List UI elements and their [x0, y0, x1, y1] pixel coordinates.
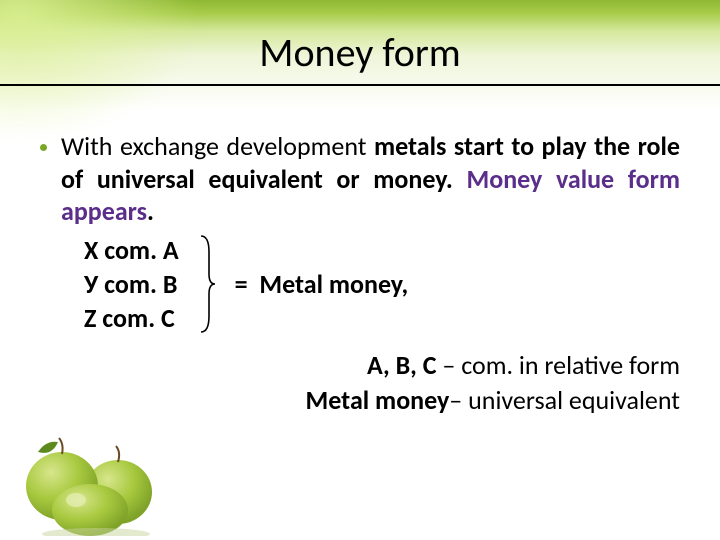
footer-rest: – com. in relative form	[437, 349, 680, 381]
equation-right-text: Metal money,	[259, 268, 408, 300]
equation-left-column: Х com. А У com. В Z com. С	[84, 234, 179, 334]
bullet-icon	[40, 144, 47, 151]
slide: Money form With exchange development met…	[0, 0, 720, 540]
equation-row: У com. В	[84, 268, 179, 300]
equals-sign: =	[235, 268, 248, 300]
text-period: .	[147, 195, 154, 227]
content-area: With exchange development metals start t…	[40, 130, 680, 418]
title-underline	[0, 84, 720, 86]
page-title: Money form	[0, 28, 720, 77]
footer-line-2: Metal money– universal equivalent	[40, 383, 680, 418]
equation-row: Z com. С	[84, 302, 179, 334]
footer-line-1: А, В, С – com. in relative form	[40, 348, 680, 383]
footer-rest: – universal equivalent	[449, 384, 680, 416]
apples-icon	[6, 416, 166, 536]
footer-bold: А, В, С	[367, 349, 437, 381]
footer-bold: Metal money	[306, 384, 450, 416]
equation-block: Х com. А У com. В Z com. С = Metal money…	[84, 234, 680, 334]
footer-text: А, В, С – com. in relative form Metal mo…	[40, 348, 680, 418]
equation-row: Х com. А	[84, 234, 179, 266]
equation-right: = Metal money,	[235, 268, 409, 300]
brace-icon	[197, 234, 217, 334]
text-lead: With exchange development	[61, 130, 374, 162]
bullet-item: With exchange development metals start t…	[40, 130, 680, 228]
bullet-text: With exchange development metals start t…	[61, 130, 680, 228]
